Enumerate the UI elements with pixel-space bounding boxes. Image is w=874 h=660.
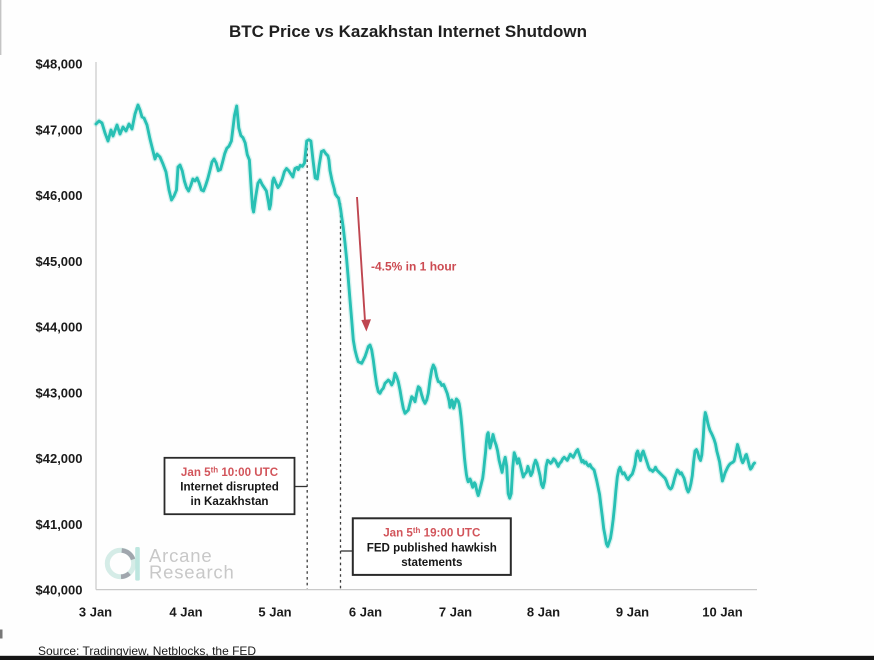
svg-text:8 Jan: 8 Jan <box>527 605 560 620</box>
svg-text:Jan 5th 10:00 UTC: Jan 5th 10:00 UTC <box>181 466 279 480</box>
svg-text:$48,000: $48,000 <box>36 57 83 72</box>
svg-text:statements: statements <box>401 556 462 569</box>
svg-text:3 Jan: 3 Jan <box>79 605 112 620</box>
svg-text:Jan 5th 19:00 UTC: Jan 5th 19:00 UTC <box>383 526 481 540</box>
svg-text:BTC Price vs Kazakhstan Intern: BTC Price vs Kazakhstan Internet Shutdow… <box>229 22 587 41</box>
svg-text:Source: Tradingview, Netblocks: Source: Tradingview, Netblocks, the FED <box>38 644 256 658</box>
svg-text:$47,000: $47,000 <box>36 122 83 137</box>
svg-text:6 Jan: 6 Jan <box>349 605 382 620</box>
svg-text:in Kazakhstan: in Kazakhstan <box>191 495 269 508</box>
svg-text:Arcane: Arcane <box>149 545 212 566</box>
svg-text:$45,000: $45,000 <box>36 254 83 269</box>
svg-text:$42,000: $42,000 <box>36 451 83 466</box>
svg-text:$41,000: $41,000 <box>36 517 83 532</box>
svg-text:Research: Research <box>149 562 235 583</box>
svg-text:5 Jan: 5 Jan <box>258 605 291 620</box>
svg-text:FED published hawkish: FED published hawkish <box>367 542 497 555</box>
svg-text:Internet disrupted: Internet disrupted <box>180 481 279 494</box>
svg-text:7 Jan: 7 Jan <box>439 605 472 620</box>
svg-text:4 Jan: 4 Jan <box>169 605 202 620</box>
svg-text:$43,000: $43,000 <box>36 385 83 400</box>
svg-text:-4.5% in 1 hour: -4.5% in 1 hour <box>371 260 457 274</box>
svg-text:$44,000: $44,000 <box>36 320 83 335</box>
svg-text:10 Jan: 10 Jan <box>702 605 743 620</box>
svg-text:$46,000: $46,000 <box>36 188 83 203</box>
svg-text:9 Jan: 9 Jan <box>616 605 649 620</box>
svg-text:$40,000: $40,000 <box>36 583 83 598</box>
